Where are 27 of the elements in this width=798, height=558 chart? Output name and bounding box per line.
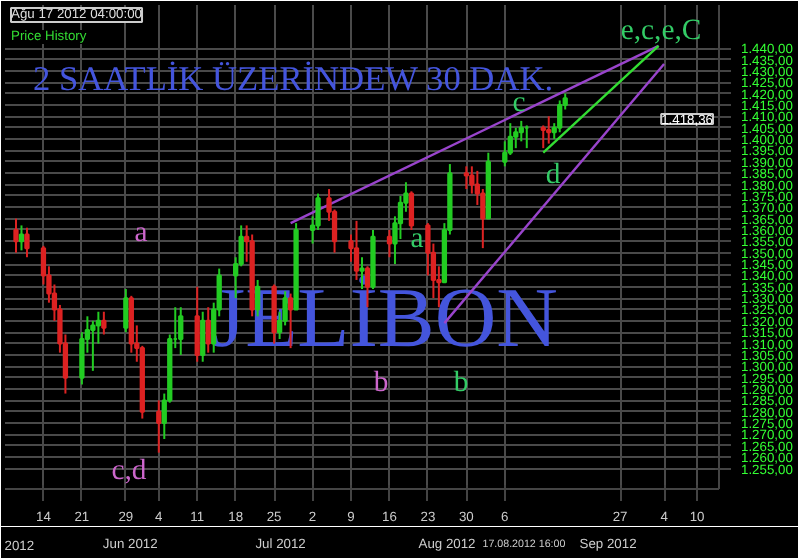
candlestick xyxy=(513,126,519,150)
candlestick xyxy=(194,285,200,363)
candlestick xyxy=(386,228,393,259)
candlestick xyxy=(90,319,96,372)
candlestick xyxy=(13,217,19,254)
annotation: a xyxy=(410,223,425,255)
annotation: b xyxy=(373,367,389,399)
candlestick xyxy=(546,115,552,145)
candlestick xyxy=(18,224,25,252)
candlestick xyxy=(408,190,415,231)
annotation: b xyxy=(453,367,469,399)
annotation: d xyxy=(545,159,562,191)
candlestick xyxy=(123,288,129,334)
candlestick xyxy=(557,99,563,134)
candlestick xyxy=(178,306,184,356)
annotation: c,d xyxy=(111,455,148,487)
annotation: e,c,e,C xyxy=(620,15,702,47)
candlestick xyxy=(540,124,546,150)
candlestick xyxy=(101,310,107,336)
candlestick xyxy=(156,399,162,454)
candlestick xyxy=(128,294,134,354)
candlestick xyxy=(463,165,469,191)
candlestick xyxy=(24,226,30,259)
candlestick xyxy=(205,306,211,354)
candlestick xyxy=(200,310,206,363)
annotation: a xyxy=(134,217,149,249)
candlestick xyxy=(518,119,524,143)
